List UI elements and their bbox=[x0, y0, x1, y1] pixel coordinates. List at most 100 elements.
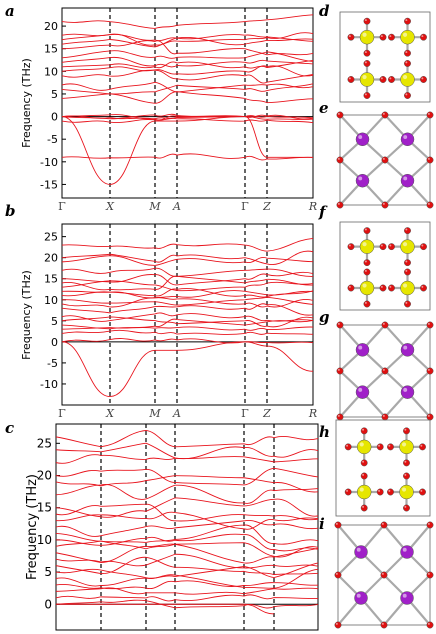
phonon-band bbox=[61, 117, 314, 124]
oxygen-atom-highlight bbox=[405, 301, 408, 304]
yellow-atom bbox=[400, 280, 415, 296]
phonon-band bbox=[61, 303, 314, 316]
panel-label-a: a bbox=[5, 2, 15, 20]
yellow-atom-highlight bbox=[402, 283, 408, 288]
oxygen-atom bbox=[426, 413, 434, 421]
oxygen-atom-highlight bbox=[378, 444, 381, 447]
phonon-band bbox=[61, 275, 314, 291]
oxygen-atom-highlight bbox=[381, 572, 384, 575]
oxygen-atom bbox=[381, 367, 389, 375]
oxygen-atom bbox=[388, 243, 395, 251]
purple-atom-highlight bbox=[356, 547, 361, 552]
y-axis-label: Frequency (THz) bbox=[20, 270, 33, 360]
oxygen-atom-highlight bbox=[346, 444, 349, 447]
oxygen-atom-highlight bbox=[421, 244, 424, 247]
oxygen-atom bbox=[336, 367, 344, 375]
oxygen-atom bbox=[376, 443, 384, 451]
oxygen-atom bbox=[404, 259, 411, 267]
oxygen-atom bbox=[426, 321, 434, 329]
y-tick-label: 5 bbox=[51, 88, 58, 101]
y-tick-label: 20 bbox=[37, 469, 52, 483]
phonon-band bbox=[61, 114, 314, 120]
oxygen-atom bbox=[380, 571, 388, 579]
phonon-band bbox=[61, 267, 314, 277]
oxygen-atom bbox=[426, 621, 434, 629]
yellow-atom-highlight bbox=[402, 32, 408, 37]
phonon-band bbox=[61, 60, 314, 69]
oxygen-atom-highlight bbox=[421, 77, 424, 80]
phonon-band bbox=[61, 14, 314, 29]
y-tick-label: 10 bbox=[37, 533, 52, 547]
yellow-atom-highlight bbox=[362, 242, 367, 247]
oxygen-atom-highlight bbox=[337, 322, 340, 325]
oxygen-atom-highlight bbox=[405, 19, 408, 22]
oxygen-atom-highlight bbox=[348, 285, 351, 288]
oxygen-atom bbox=[426, 367, 434, 375]
oxygen-atom-highlight bbox=[364, 260, 367, 263]
oxygen-atom-highlight bbox=[335, 622, 338, 625]
phonon-band bbox=[55, 503, 319, 522]
oxygen-atom bbox=[360, 504, 368, 512]
phonon-band bbox=[61, 69, 314, 84]
oxygen-atom bbox=[381, 413, 389, 421]
oxygen-atom bbox=[336, 156, 344, 164]
oxygen-atom bbox=[420, 243, 427, 251]
plot-frame bbox=[61, 7, 314, 199]
purple-atom bbox=[400, 343, 415, 357]
oxygen-atom bbox=[347, 33, 355, 41]
y-tick-label: 15 bbox=[44, 273, 58, 286]
soft-mode-band bbox=[55, 603, 275, 615]
oxygen-atom bbox=[334, 571, 342, 579]
panel-label-e: e bbox=[319, 99, 329, 117]
k-point-label: Γ bbox=[241, 407, 249, 420]
phonon-band bbox=[55, 587, 319, 595]
y-tick-label: -10 bbox=[40, 156, 58, 169]
oxygen-atom-highlight bbox=[362, 505, 365, 508]
phonon-band bbox=[55, 580, 319, 590]
oxygen-atom bbox=[363, 259, 371, 267]
oxygen-atom-highlight bbox=[427, 322, 430, 325]
panel-label-h: h bbox=[319, 423, 330, 441]
y-tick-label: 20 bbox=[44, 252, 58, 265]
oxygen-atom-highlight bbox=[405, 61, 408, 64]
yellow-atom bbox=[359, 72, 375, 87]
yellow-atom-highlight bbox=[402, 242, 408, 247]
oxygen-atom bbox=[403, 427, 410, 435]
panel-label-i: i bbox=[319, 515, 325, 533]
oxygen-atom bbox=[363, 17, 371, 25]
phonon-band bbox=[61, 318, 314, 330]
purple-atom bbox=[355, 173, 370, 188]
y-tick-label: 5 bbox=[51, 315, 58, 328]
k-point-label: Γ bbox=[58, 200, 66, 213]
oxygen-atom-highlight bbox=[405, 228, 408, 231]
oxygen-atom bbox=[388, 284, 395, 292]
purple-atom bbox=[355, 343, 370, 357]
phonon-band bbox=[61, 271, 314, 286]
yellow-atom bbox=[400, 29, 415, 45]
y-tick-label: -10 bbox=[40, 378, 58, 391]
oxygen-atom bbox=[360, 459, 368, 467]
phonon-band bbox=[61, 237, 314, 252]
oxygen-atom bbox=[363, 227, 371, 235]
oxygen-atom bbox=[379, 33, 387, 41]
y-tick-label: 20 bbox=[44, 20, 58, 33]
oxygen-atom bbox=[420, 76, 427, 83]
y-tick-label: 25 bbox=[37, 436, 52, 450]
purple-atom bbox=[354, 545, 368, 559]
phonon-band bbox=[55, 599, 319, 609]
oxygen-atom-highlight bbox=[346, 489, 349, 492]
oxygen-atom-highlight bbox=[420, 444, 423, 447]
y-tick-label: 0 bbox=[51, 336, 58, 349]
oxygen-atom bbox=[403, 459, 410, 467]
oxygen-atom-highlight bbox=[381, 622, 384, 625]
phonon-band bbox=[55, 467, 319, 486]
y-tick-label: 0 bbox=[44, 597, 52, 611]
oxygen-atom bbox=[419, 443, 426, 451]
y-tick-label: 15 bbox=[44, 43, 58, 56]
oxygen-atom-highlight bbox=[382, 414, 385, 417]
yellow-atom bbox=[359, 239, 375, 254]
purple-atom bbox=[400, 591, 414, 605]
oxygen-atom-highlight bbox=[389, 35, 392, 38]
yellow-atom-highlight bbox=[362, 74, 367, 80]
